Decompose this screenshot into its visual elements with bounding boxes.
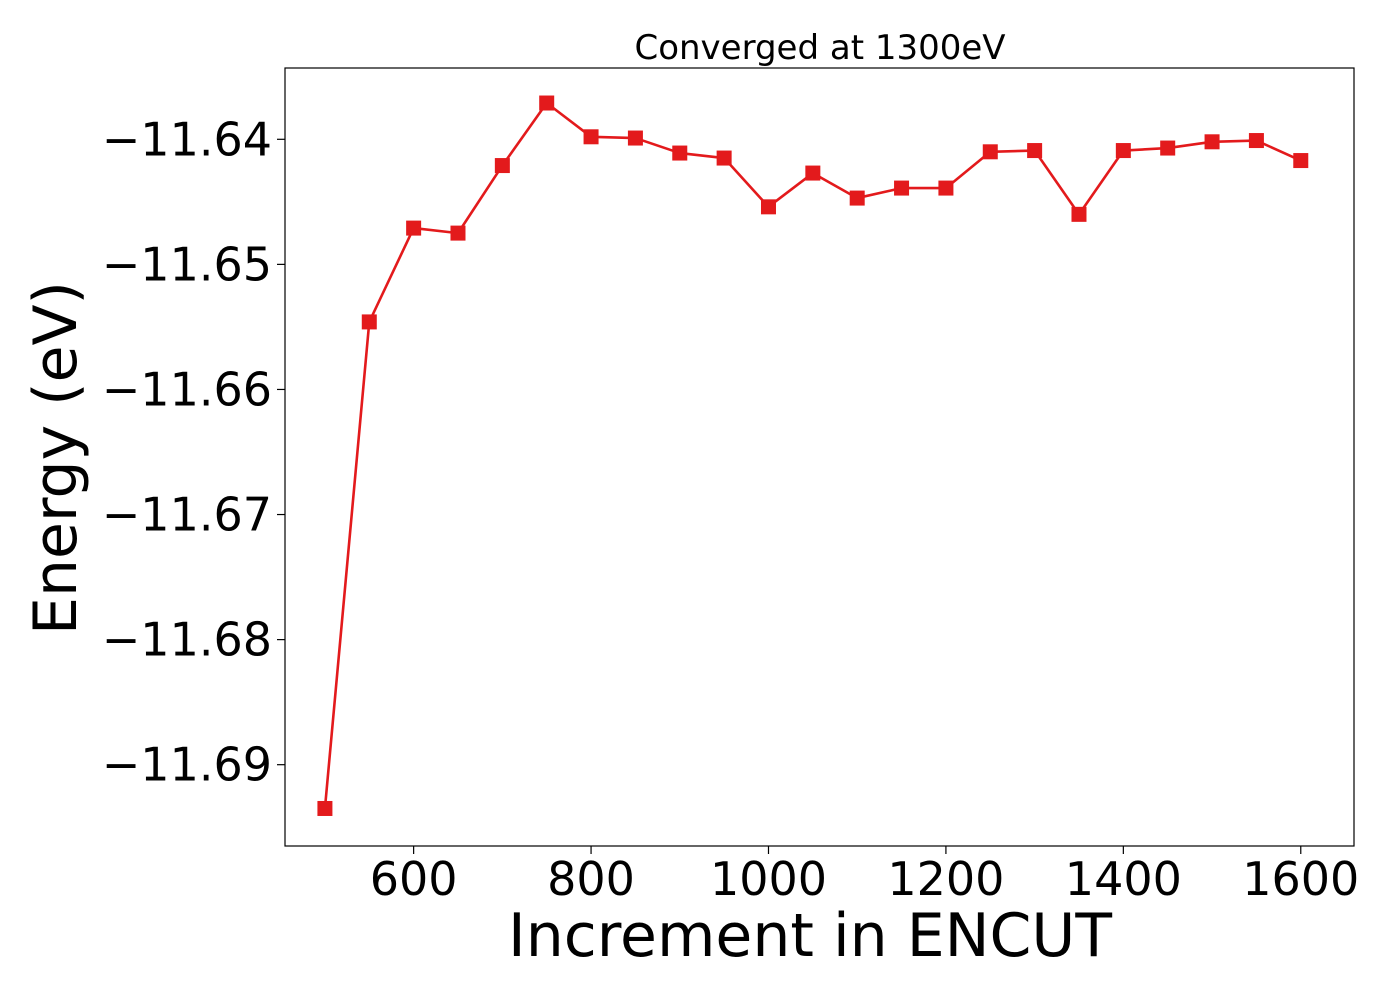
data-point-marker xyxy=(539,95,555,111)
y-tick-label: −11.65 xyxy=(102,237,272,291)
data-point-marker xyxy=(361,314,377,330)
y-tick-label: −11.64 xyxy=(102,112,272,166)
x-tick-label: 1000 xyxy=(710,852,827,906)
data-point-marker xyxy=(849,190,865,206)
data-point-marker xyxy=(1248,133,1264,149)
data-point-marker xyxy=(672,145,688,161)
data-point-marker xyxy=(406,220,422,236)
x-tick-label: 1200 xyxy=(887,852,1004,906)
data-point-marker xyxy=(1293,153,1309,169)
y-tick-label: −11.69 xyxy=(102,738,272,792)
y-axis-title: Energy (eV) xyxy=(21,281,91,635)
data-point-marker xyxy=(450,225,466,241)
y-tick-label: −11.66 xyxy=(102,362,272,416)
data-point-marker xyxy=(938,180,954,196)
data-point-marker xyxy=(583,129,599,145)
plot-area xyxy=(284,67,1355,847)
data-point-marker xyxy=(1115,143,1131,159)
x-axis-title: Increment in ENCUT xyxy=(508,901,1112,971)
x-tick-label: 600 xyxy=(370,852,458,906)
series-layer xyxy=(317,95,1309,816)
data-point-marker xyxy=(805,165,821,181)
x-tick-label: 1600 xyxy=(1242,852,1359,906)
data-point-marker xyxy=(627,130,643,146)
y-axis: −11.64 −11.65 −11.66 −11.67 −11.68 −11.69 xyxy=(102,112,285,792)
y-tick-label: −11.67 xyxy=(102,488,272,542)
data-point-marker xyxy=(494,158,510,174)
x-tick-label: 800 xyxy=(547,852,635,906)
chart-title: Converged at 1300eV xyxy=(634,28,1005,68)
data-point-marker xyxy=(760,199,776,215)
x-tick-label: 1400 xyxy=(1065,852,1182,906)
data-point-marker xyxy=(1027,143,1043,159)
plot-frame xyxy=(284,67,1355,847)
data-point-marker xyxy=(894,180,910,196)
data-point-marker xyxy=(1071,206,1087,222)
data-point-marker xyxy=(1160,140,1176,156)
series-line xyxy=(323,101,1302,809)
data-point-marker xyxy=(982,144,998,160)
data-point-marker xyxy=(317,800,333,816)
y-tick-label: −11.68 xyxy=(102,613,272,667)
data-point-marker xyxy=(1204,134,1220,150)
x-axis: 600 800 1000 1200 1400 1600 xyxy=(370,846,1359,906)
data-point-marker xyxy=(716,150,732,166)
